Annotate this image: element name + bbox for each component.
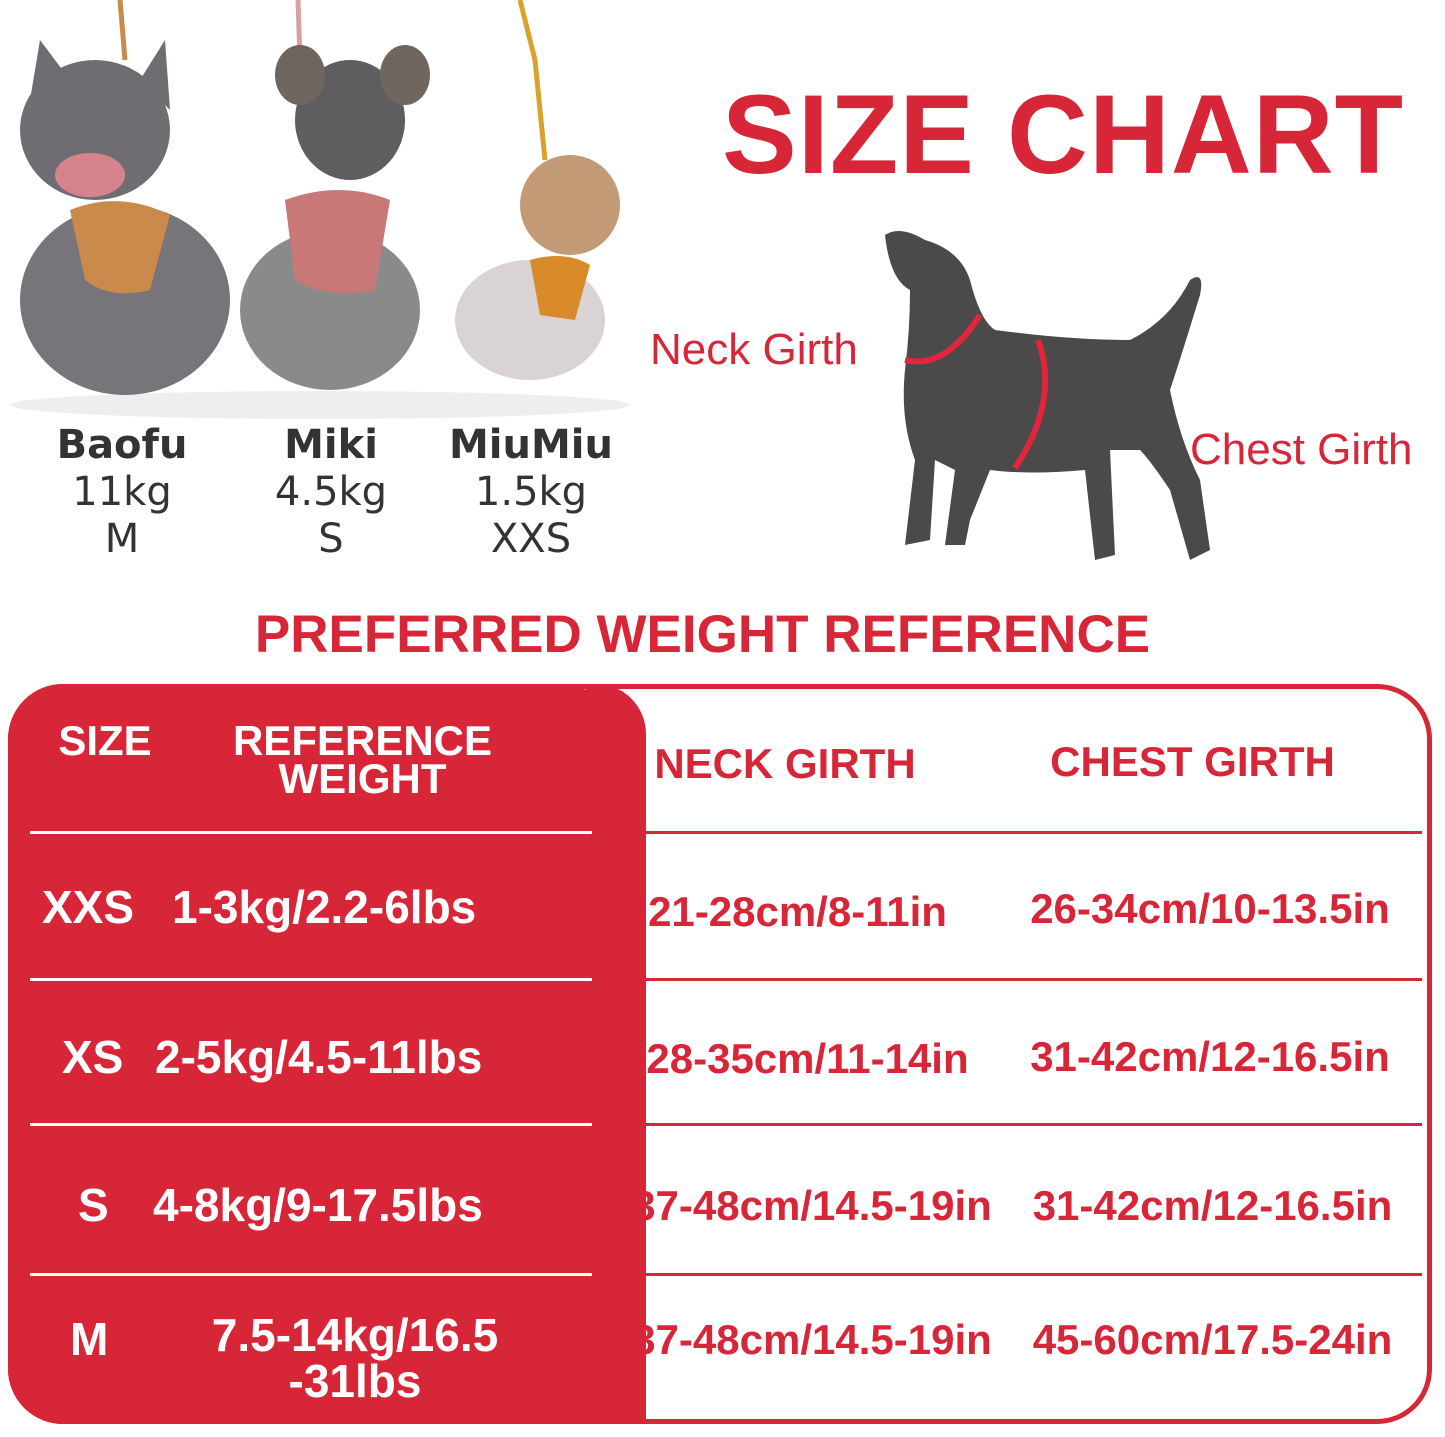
neck-girth-label: Neck Girth [650, 325, 858, 374]
dog-silhouette-diagram [885, 231, 1210, 560]
dog-baofu [20, 40, 230, 395]
neck-girth-marker [904, 313, 983, 365]
dog-miumiu [455, 155, 620, 380]
row-weight: 2-5kg/4.5-11lbs [155, 1031, 483, 1083]
row-divider [30, 978, 592, 981]
dog-size: S [318, 516, 344, 562]
row-size: XS [62, 1031, 124, 1083]
header-size: SIZE [58, 717, 152, 764]
row-divider [30, 1123, 592, 1126]
row-chest: 31-42cm/12-16.5in [1032, 1182, 1393, 1229]
dog-name: MiuMiu [449, 422, 613, 468]
row-chest: 45-60cm/17.5-24in [1032, 1316, 1393, 1363]
dog-silhouette [885, 231, 1210, 560]
floor-shadow [10, 391, 630, 419]
dog-label-baofu: Baofu 11kg M [12, 422, 232, 563]
leash [517, 0, 548, 161]
row-weight: 1-3kg/2.2-6lbs [172, 881, 477, 933]
row-divider [30, 831, 592, 834]
chest-girth-label: Chest Girth [1190, 425, 1413, 474]
row-divider [618, 831, 1422, 834]
row-divider [618, 1123, 1422, 1126]
dog-name: Miki [284, 422, 378, 468]
page-title: SIZE CHART [722, 72, 1404, 197]
dog-weight: 1.5kg [474, 469, 588, 515]
dog-weight: 11kg [72, 469, 172, 515]
row-divider [618, 1273, 1422, 1276]
dog-name: Baofu [56, 422, 188, 468]
header-neck-girth: NECK GIRTH [654, 740, 916, 787]
header-reference-weight: REFERENCE WEIGHT [205, 717, 520, 802]
header-weight-line1: REFERENCE [232, 717, 493, 764]
row-chest: 31-42cm/12-16.5in [1030, 1033, 1390, 1080]
row-divider [618, 978, 1422, 981]
row-neck: 21-28cm/8-11in [648, 888, 947, 935]
row-neck: 28-35cm/11-14in [646, 1035, 969, 1082]
dogs-photo [10, 0, 630, 419]
header-chest-girth: CHEST GIRTH [1050, 738, 1335, 785]
header-weight-line2: WEIGHT [278, 755, 447, 802]
row-size: S [78, 1179, 109, 1231]
row-size: XXS [42, 881, 135, 933]
section-subtitle: PREFERRED WEIGHT REFERENCE [254, 605, 1151, 664]
row-divider [30, 1273, 592, 1276]
dog-miki [240, 45, 430, 390]
dog-size: XXS [490, 516, 572, 562]
row-weight-line1: 7.5-14kg/16.5 [211, 1309, 499, 1361]
leash [117, 0, 128, 61]
chest-girth-marker [1012, 338, 1049, 470]
row-weight: 7.5-14kg/16.5 -31lbs [170, 1312, 540, 1404]
row-weight: 4-8kg/9-17.5lbs [153, 1179, 483, 1231]
row-neck: 37-48cm/14.5-19in [632, 1182, 992, 1229]
dog-weight: 4.5kg [274, 469, 388, 515]
dog-label-miki: Miki 4.5kg S [221, 422, 441, 563]
row-chest: 26-34cm/10-13.5in [1030, 885, 1390, 932]
row-size: M [70, 1313, 109, 1365]
dog-size: M [104, 516, 140, 562]
size-table-left-panel [8, 684, 646, 1424]
row-neck: 37-48cm/14.5-19in [632, 1316, 992, 1363]
dog-label-miumiu: MiuMiu 1.5kg XXS [421, 422, 641, 563]
row-weight-line2: -31lbs [288, 1355, 422, 1407]
